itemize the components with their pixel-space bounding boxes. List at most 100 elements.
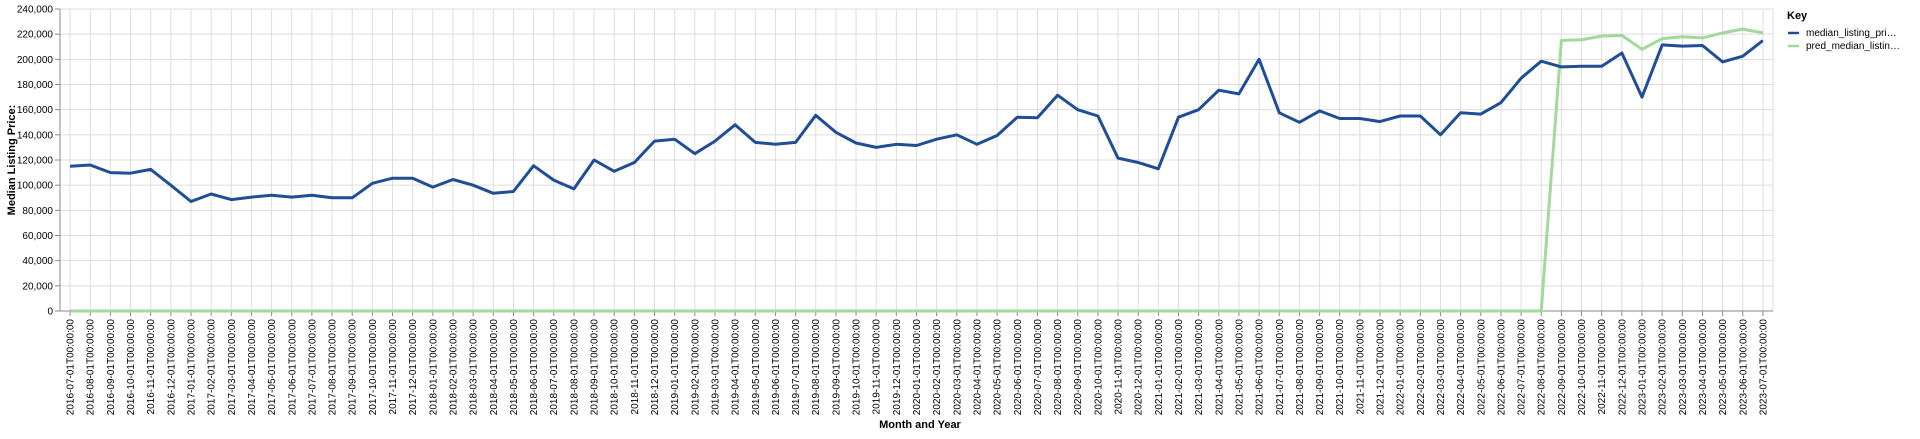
y-tick-label: 80,000 — [22, 206, 53, 217]
y-axis-title: Median Listing Price: — [6, 105, 18, 216]
x-tick-label: 2020-02-01T00:00:00 — [932, 319, 943, 416]
x-tick-label: 2020-10-01T00:00:00 — [1093, 319, 1104, 416]
x-tick-label: 2020-08-01T00:00:00 — [1053, 319, 1064, 416]
x-tick-label: 2018-10-01T00:00:00 — [610, 319, 621, 416]
x-tick-label: 2022-01-01T00:00:00 — [1396, 319, 1407, 416]
y-tick-label: 160,000 — [17, 105, 54, 116]
x-tick-label: 2021-07-01T00:00:00 — [1275, 319, 1286, 416]
x-tick-label: 2022-03-01T00:00:00 — [1436, 319, 1447, 416]
x-tick-label: 2019-07-01T00:00:00 — [791, 319, 802, 416]
x-tick-label: 2017-08-01T00:00:00 — [328, 319, 339, 416]
x-tick-label: 2018-08-01T00:00:00 — [569, 319, 580, 416]
x-tick-label: 2020-06-01T00:00:00 — [1013, 319, 1024, 416]
x-tick-label: 2017-01-01T00:00:00 — [186, 319, 197, 416]
x-tick-label: 2022-04-01T00:00:00 — [1456, 319, 1467, 416]
x-tick-label: 2021-12-01T00:00:00 — [1376, 319, 1387, 416]
x-tick-label: 2018-11-01T00:00:00 — [630, 319, 641, 415]
x-tick-label: 2018-04-01T00:00:00 — [489, 319, 500, 416]
x-tick-label: 2019-05-01T00:00:00 — [751, 319, 762, 416]
x-tick-label: 2021-10-01T00:00:00 — [1335, 319, 1346, 416]
x-tick-label: 2019-10-01T00:00:00 — [852, 319, 863, 416]
y-tick-label: 200,000 — [17, 55, 54, 66]
x-tick-label: 2021-08-01T00:00:00 — [1295, 319, 1306, 416]
x-tick-label: 2022-08-01T00:00:00 — [1537, 319, 1548, 416]
x-tick-label: 2021-05-01T00:00:00 — [1234, 319, 1245, 416]
x-tick-label: 2017-05-01T00:00:00 — [267, 319, 278, 416]
x-axis: 2016-07-01T00:00:00 2016-08-01T00:00:00 20… — [60, 310, 1773, 416]
x-tick-label: 2020-07-01T00:00:00 — [1033, 319, 1044, 416]
x-tick-label: 2021-04-01T00:00:00 — [1214, 319, 1225, 416]
x-tick-label: 2018-06-01T00:00:00 — [529, 319, 540, 416]
x-tick-label: 2017-04-01T00:00:00 — [247, 319, 258, 416]
x-tick-label: 2023-02-01T00:00:00 — [1658, 319, 1669, 416]
x-tick-label: 2022-09-01T00:00:00 — [1557, 319, 1568, 416]
y-axis: 0 20,000 40,000 60,000 80,000 100,000 120,000 1… — [17, 5, 61, 318]
x-tick-label: 2021-01-01T00:00:00 — [1154, 319, 1165, 416]
legend-label-pred: pred_median_listin… — [1806, 41, 1900, 52]
x-tick-label: 2023-01-01T00:00:00 — [1638, 319, 1649, 416]
y-tick-label: 0 — [47, 307, 53, 318]
x-tick-label: 2020-12-01T00:00:00 — [1134, 319, 1145, 416]
x-tick-label: 2022-06-01T00:00:00 — [1496, 319, 1507, 416]
x-tick-label: 2020-03-01T00:00:00 — [952, 319, 963, 416]
x-tick-label: 2017-07-01T00:00:00 — [307, 319, 318, 416]
x-tick-label: 2022-05-01T00:00:00 — [1476, 319, 1487, 416]
y-tick-label: 40,000 — [22, 256, 53, 267]
x-tick-label: 2019-03-01T00:00:00 — [710, 319, 721, 416]
series-line-pred-median-listing-price — [70, 27, 1764, 313]
x-tick-label: 2017-12-01T00:00:00 — [408, 319, 419, 416]
x-tick-label: 2021-03-01T00:00:00 — [1194, 319, 1205, 416]
x-tick-label: 2019-04-01T00:00:00 — [731, 319, 742, 416]
x-tick-label: 2018-02-01T00:00:00 — [448, 319, 459, 416]
x-tick-label: 2023-07-01T00:00:00 — [1758, 319, 1769, 416]
x-tick-label: 2022-11-01T00:00:00 — [1597, 319, 1608, 415]
y-tick-label: 20,000 — [22, 281, 53, 292]
x-tick-label: 2017-06-01T00:00:00 — [287, 319, 298, 416]
x-tick-label: 2016-08-01T00:00:00 — [86, 319, 97, 416]
x-tick-label: 2017-11-01T00:00:00 — [388, 319, 399, 415]
x-tick-label: 2022-02-01T00:00:00 — [1416, 319, 1427, 416]
y-tick-label: 60,000 — [22, 231, 53, 242]
x-tick-label: 2017-02-01T00:00:00 — [207, 319, 218, 416]
x-tick-label: 2020-11-01T00:00:00 — [1114, 319, 1125, 415]
legend-label-median: median_listing_pri… — [1806, 28, 1897, 39]
x-tick-label: 2023-06-01T00:00:00 — [1738, 319, 1749, 416]
x-tick-label: 2018-09-01T00:00:00 — [590, 319, 601, 416]
x-tick-label: 2016-12-01T00:00:00 — [166, 319, 177, 416]
x-tick-label: 2019-01-01T00:00:00 — [670, 319, 681, 416]
y-tick-label: 240,000 — [17, 5, 54, 16]
x-tick-label: 2018-03-01T00:00:00 — [469, 319, 480, 416]
gridlines — [59, 8, 1774, 312]
x-tick-label: 2019-09-01T00:00:00 — [831, 319, 842, 416]
x-tick-label: 2021-11-01T00:00:00 — [1355, 319, 1366, 415]
x-tick-label: 2020-09-01T00:00:00 — [1073, 319, 1084, 416]
x-tick-label: 2019-11-01T00:00:00 — [872, 319, 883, 415]
x-tick-label: 2023-04-01T00:00:00 — [1698, 319, 1709, 416]
x-tick-label: 2017-10-01T00:00:00 — [368, 319, 379, 416]
x-tick-label: 2018-12-01T00:00:00 — [650, 319, 661, 416]
x-tick-label: 2016-11-01T00:00:00 — [146, 319, 157, 415]
x-tick-label: 2016-10-01T00:00:00 — [126, 319, 137, 416]
x-tick-label: 2019-02-01T00:00:00 — [690, 319, 701, 416]
x-tick-label: 2019-12-01T00:00:00 — [892, 319, 903, 416]
x-tick-label: 2017-09-01T00:00:00 — [348, 319, 359, 416]
x-tick-label: 2021-09-01T00:00:00 — [1315, 319, 1326, 416]
y-tick-label: 180,000 — [17, 80, 54, 91]
series-line-median-listing-price — [70, 39, 1764, 203]
y-tick-label: 100,000 — [17, 181, 54, 192]
x-tick-label: 2016-09-01T00:00:00 — [106, 319, 117, 416]
y-tick-label: 120,000 — [17, 156, 54, 167]
series-lines — [70, 27, 1764, 313]
x-tick-label: 2020-05-01T00:00:00 — [993, 319, 1004, 416]
x-tick-label: 2017-03-01T00:00:00 — [227, 319, 238, 416]
x-tick-label: 2020-04-01T00:00:00 — [972, 319, 983, 416]
legend: Key median_listing_pri… pred_median_list… — [1787, 10, 1900, 52]
x-axis-title: Month and Year — [879, 419, 961, 431]
x-tick-label: 2018-07-01T00:00:00 — [549, 319, 560, 416]
x-tick-label: 2018-05-01T00:00:00 — [509, 319, 520, 416]
x-tick-label: 2022-07-01T00:00:00 — [1517, 319, 1528, 416]
x-tick-label: 2019-06-01T00:00:00 — [771, 319, 782, 416]
x-tick-label: 2021-02-01T00:00:00 — [1174, 319, 1185, 416]
x-tick-label: 2016-07-01T00:00:00 — [66, 319, 77, 416]
